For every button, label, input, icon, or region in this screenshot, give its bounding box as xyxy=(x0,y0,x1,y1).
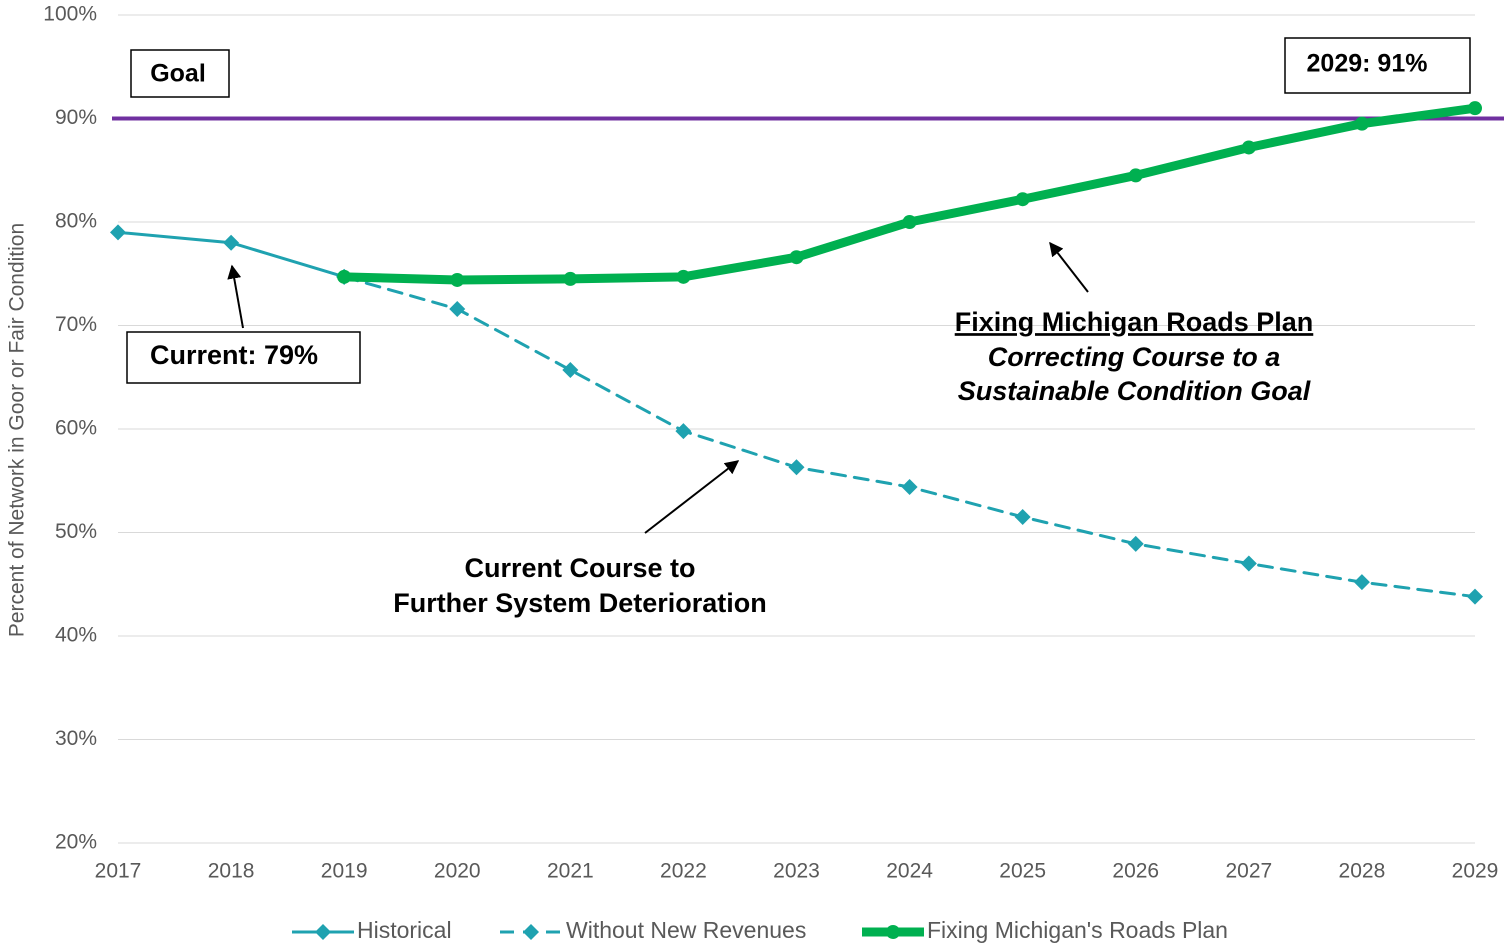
point xyxy=(1014,508,1031,525)
x-tick-label: 2024 xyxy=(886,860,933,883)
legend-marker xyxy=(523,924,539,940)
point xyxy=(1128,168,1143,183)
x-tick-label: 2028 xyxy=(1339,860,1386,883)
y-tick-label: 30% xyxy=(55,727,97,750)
x-tick-label: 2026 xyxy=(1112,860,1159,883)
arrow xyxy=(644,460,740,534)
point xyxy=(901,478,918,495)
x-tick-label: 2022 xyxy=(660,860,707,883)
x-tick-label: 2020 xyxy=(434,860,481,883)
point xyxy=(337,269,352,284)
point xyxy=(675,423,692,440)
point xyxy=(563,271,578,286)
point xyxy=(1241,140,1256,155)
annotation: 2029: 91% xyxy=(1307,50,1428,78)
arrow xyxy=(1049,241,1089,293)
legend-marker xyxy=(886,925,900,939)
legend-label: Historical xyxy=(357,917,452,943)
point xyxy=(562,362,579,379)
legend-label: Fixing Michigan's Roads Plan xyxy=(927,917,1228,943)
annotation: Fixing Michigan Roads Plan xyxy=(955,307,1314,337)
legend-label: Without New Revenues xyxy=(566,917,806,943)
point xyxy=(1467,588,1483,605)
x-tick-label: 2021 xyxy=(547,860,594,883)
x-tick-label: 2018 xyxy=(208,860,255,883)
y-tick-label: 80% xyxy=(55,210,97,233)
point xyxy=(223,234,240,251)
annotation: Current: 79% xyxy=(150,340,318,370)
legend-marker xyxy=(315,924,331,940)
y-tick-label: 90% xyxy=(55,106,97,129)
y-tick-label: 70% xyxy=(55,313,97,336)
point xyxy=(1127,535,1144,552)
goal-label: Goal xyxy=(150,60,206,88)
point xyxy=(676,269,691,284)
x-tick-label: 2017 xyxy=(95,860,142,883)
x-tick-label: 2025 xyxy=(999,860,1046,883)
point xyxy=(1353,574,1370,591)
y-tick-label: 60% xyxy=(55,417,97,440)
series-line xyxy=(339,103,1480,285)
annotation: Further System Deterioration xyxy=(393,588,767,618)
point xyxy=(902,215,917,229)
arrow xyxy=(227,264,244,329)
point xyxy=(1240,555,1257,572)
point xyxy=(1468,101,1482,116)
y-tick-label: 20% xyxy=(55,831,97,854)
point xyxy=(1354,116,1369,131)
y-axis-label: Percent of Network in Goor or Fair Condi… xyxy=(6,223,29,637)
annotation: Current Course to xyxy=(464,553,695,583)
x-tick-label: 2029 xyxy=(1452,860,1499,883)
current-box xyxy=(126,331,361,384)
y-tick-label: 50% xyxy=(55,520,97,543)
point xyxy=(1015,192,1030,207)
point xyxy=(450,272,465,287)
y-tick-label: 100% xyxy=(43,3,97,26)
point xyxy=(789,250,804,265)
point xyxy=(110,224,126,241)
point xyxy=(788,459,805,476)
y-tick-label: 40% xyxy=(55,624,97,647)
x-tick-label: 2019 xyxy=(321,860,368,883)
goal-box xyxy=(130,49,230,98)
x-tick-label: 2027 xyxy=(1225,860,1272,883)
annotation: Correcting Course to a xyxy=(988,342,1281,372)
annotation: Sustainable Condition Goal xyxy=(958,376,1311,406)
point xyxy=(449,300,466,317)
x-tick-label: 2023 xyxy=(773,860,820,883)
end-box xyxy=(1284,37,1471,94)
